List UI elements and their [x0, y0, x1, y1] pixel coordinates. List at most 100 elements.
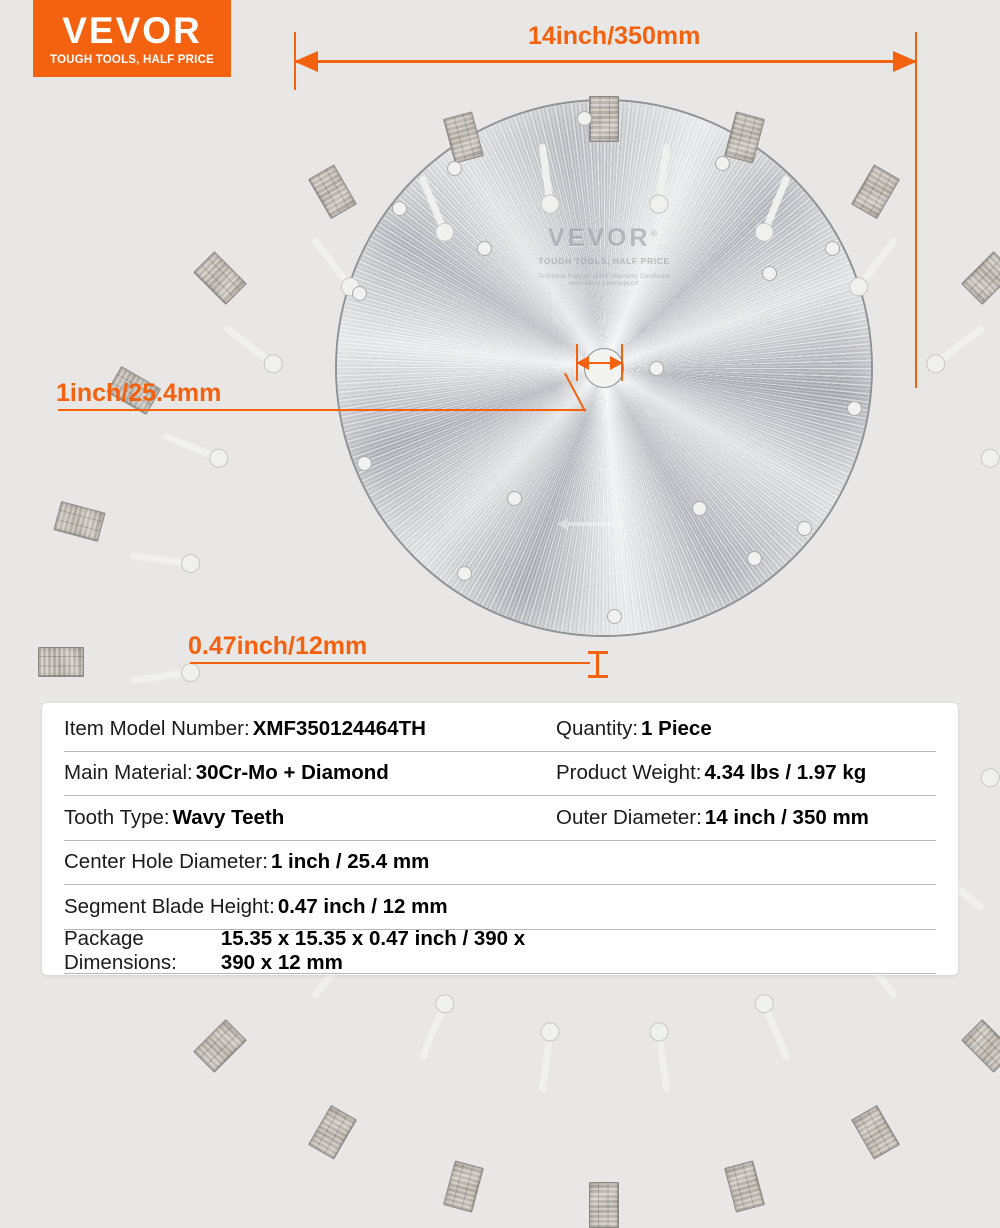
spec-value: 4.34 lbs / 1.97 kg: [704, 761, 867, 785]
center-hole-dimension-line: [578, 362, 622, 365]
blade-pin-hole: [391, 200, 407, 216]
spec-row: Main Material: 30Cr-Mo + Diamond Product W…: [64, 752, 936, 796]
blade-segment: [443, 1160, 484, 1213]
spec-key: Product Weight:: [556, 761, 702, 785]
spec-cell: Product Weight: 4.34 lbs / 1.97 kg: [556, 761, 866, 785]
diameter-extension-line-left: [294, 32, 296, 90]
spec-row: Package Dimensions: 15.35 x 15.35 x 0.47 …: [64, 927, 936, 975]
spec-key: Main Material:: [64, 761, 193, 785]
blade-segment: [193, 251, 247, 305]
spec-value: 1 Piece: [641, 716, 712, 740]
spec-cell: Quantity: 1 Piece: [556, 717, 712, 741]
spec-value: 15.35 x 15.35 x 0.47 inch / 390 x 390 x …: [220, 927, 526, 975]
spec-row: Segment Blade Height: 0.47 inch / 12 mm: [64, 885, 936, 930]
segment-height-tick-top: [588, 651, 608, 654]
blade-pin-hole: [761, 265, 777, 281]
spec-key: Item Model Number:: [64, 716, 250, 740]
logo-wordmark: VEVOR: [62, 9, 202, 51]
spec-cell: Center Hole Diameter: 1 inch / 25.4 mm: [64, 850, 556, 874]
spec-value: 14 inch / 350 mm: [704, 805, 869, 829]
blade-gullet-slot: [986, 773, 1000, 805]
blade-etched-branding: VEVOR® TOUGH TOOLS, HALF PRICE Technical…: [474, 224, 734, 287]
etch-support-line-1: Technical Support and E-Warranty Certifi…: [537, 273, 671, 280]
blade-pin-hole: [476, 240, 492, 256]
blade-segment: [961, 251, 1000, 305]
etch-wordmark: VEVOR: [547, 224, 651, 252]
center-hole-arrow-left-icon: [576, 356, 589, 370]
diamond-saw-blade: VEVOR® TOUGH TOOLS, HALF PRICE Technical…: [38, 59, 1000, 1228]
spec-key: Tooth Type:: [64, 805, 170, 829]
diameter-arrow-left-icon: [294, 51, 318, 72]
center-hole-arrow-right-icon: [610, 356, 623, 370]
vevor-logo: VEVOR TOUGH TOOLS, HALF PRICE: [33, 0, 231, 77]
product-image: VEVOR® TOUGH TOOLS, HALF PRICE Technical…: [0, 0, 1000, 700]
spec-key: Package Dimensions:: [64, 927, 177, 975]
spec-cell: Main Material: 30Cr-Mo + Diamond: [64, 761, 556, 785]
spec-row: Center Hole Diameter: 1 inch / 25.4 mm: [64, 841, 936, 885]
spec-cell: Segment Blade Height: 0.47 inch / 12 mm: [64, 895, 556, 919]
blade-gullet-slot: [129, 668, 193, 684]
blade-gullet-slot: [417, 1000, 449, 1061]
specification-table: Item Model Number: XMF350124464TH Quantity…: [42, 703, 958, 975]
blade-segment: [961, 1019, 1000, 1073]
blade-pin-hole: [506, 490, 522, 506]
spec-value: 30Cr-Mo + Diamond: [195, 761, 389, 785]
segment-height-dimension-line: [596, 652, 599, 678]
blade-pin-hole: [576, 110, 592, 126]
center-hole-diameter-label: 1inch/25.4mm: [56, 379, 222, 407]
blade-segment: [193, 1019, 247, 1073]
blade-gullet-slot: [854, 236, 898, 291]
blade-gullet-slot: [654, 1029, 670, 1093]
blade-gullet-slot: [538, 1029, 554, 1093]
outer-diameter-label: 14inch/350mm: [528, 22, 701, 50]
spec-value: 1 inch / 25.4 mm: [270, 850, 430, 874]
blade-gullet-slot: [222, 324, 277, 368]
spec-value: Wavy Teeth: [172, 805, 285, 829]
blade-segment: [308, 1104, 357, 1160]
spec-row: Tooth Type: Wavy Teeth Outer Diameter: 14 i…: [64, 796, 936, 841]
blade-pin-hole: [691, 500, 707, 516]
blade-pin-hole: [824, 240, 840, 256]
spec-cell: Package Dimensions: 15.35 x 15.35 x 0.47 …: [64, 927, 556, 975]
blade-gullet-slot: [310, 236, 354, 291]
blade-gullet-slot: [161, 431, 222, 463]
spec-value: 0.47 inch / 12 mm: [277, 894, 448, 918]
diameter-dimension-line: [296, 60, 916, 63]
blade-gullet-slot: [931, 324, 986, 368]
segment-height-tick-bottom: [588, 675, 608, 678]
blade-pin-hole: [796, 520, 812, 536]
blade-segment: [724, 1160, 765, 1213]
blade-segment: [53, 501, 106, 542]
blade-pin-hole: [846, 400, 862, 416]
blade-pin-hole: [446, 160, 462, 176]
spec-row: Item Model Number: XMF350124464TH Quantity…: [64, 707, 936, 752]
blade-gullet-slot: [986, 431, 1000, 463]
etch-tagline: TOUGH TOOLS, HALF PRICE: [538, 256, 670, 266]
spec-key: Outer Diameter:: [556, 805, 702, 829]
segment-height-leader-line: [190, 662, 590, 665]
blade-segment: [589, 1182, 619, 1228]
center-arbor-hole: [584, 348, 624, 388]
rotation-direction-arrow-icon: [556, 518, 623, 530]
blade-gullet-slot: [129, 552, 193, 568]
blade-segment: [851, 164, 900, 220]
blade-gullet-slot: [759, 1000, 791, 1061]
spec-cell: Item Model Number: XMF350124464TH: [64, 717, 556, 741]
blade-pin-hole: [648, 360, 664, 376]
blade-pin-hole: [606, 608, 622, 624]
blade-pin-hole: [351, 285, 367, 301]
blade-segment: [851, 1104, 900, 1160]
center-hole-leader-line: [58, 409, 586, 412]
etch-registered-mark: ®: [650, 228, 661, 239]
logo-tagline: TOUGH TOOLS, HALF PRICE: [50, 53, 214, 66]
blade-segment: [589, 96, 619, 142]
blade-pin-hole: [714, 155, 730, 171]
blade-pin-hole: [746, 550, 762, 566]
segment-height-label: 0.47inch/12mm: [188, 632, 368, 660]
spec-value: XMF350124464TH: [252, 716, 426, 740]
center-hole-extension-right: [621, 344, 624, 381]
blade-segment: [308, 164, 357, 220]
spec-key: Segment Blade Height:: [64, 894, 275, 918]
spec-key: Center Hole Diameter:: [64, 850, 268, 874]
diameter-extension-line-right: [915, 32, 917, 388]
